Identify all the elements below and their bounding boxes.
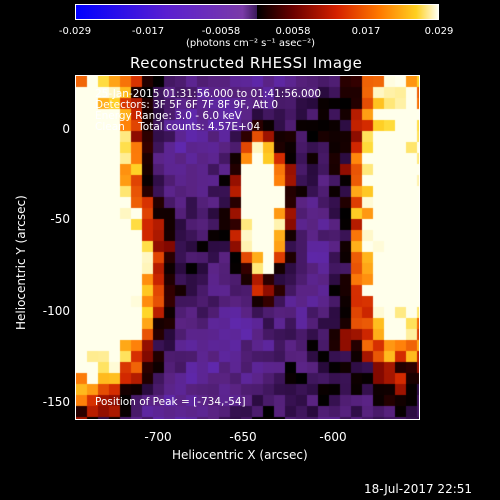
x-axis-label: Heliocentric X (arcsec) <box>172 448 308 462</box>
colorbar-tick: 0.0058 <box>275 26 311 37</box>
annotation-time-range: 25-Jan-2015 01:31:56.000 to 01:41:56.000 <box>95 88 322 100</box>
colorbar-tick: 0.029 <box>424 26 454 37</box>
colorbar-tick: -0.029 <box>58 26 92 37</box>
annotation-method: Clean Total counts: 4.57E+04 <box>95 121 261 133</box>
x-tick: -700 <box>144 430 172 444</box>
rhessi-image <box>75 75 420 420</box>
x-tick: -600 <box>319 430 347 444</box>
annotation-peak: Position of Peak = [-734,-54] <box>95 396 246 408</box>
timestamp: 18-Jul-2017 22:51 <box>364 482 473 496</box>
colorbar-tick: -0.0058 <box>201 26 241 37</box>
y-tick: -100 <box>42 304 70 318</box>
flux-map <box>76 76 419 419</box>
colorbar-tick: -0.017 <box>131 26 165 37</box>
colorbar-units: (photons cm⁻² s⁻¹ asec⁻²) <box>186 38 316 49</box>
y-tick: -50 <box>50 212 70 226</box>
annotation-energy: Energy Range: 3.0 - 6.0 keV <box>95 110 242 122</box>
y-axis-label: Heliocentric Y (arcsec) <box>14 195 28 330</box>
annotation-detectors: Detectors: 3F 5F 6F 7F 8F 9F, Att 0 <box>95 99 279 111</box>
x-tick: -650 <box>229 430 257 444</box>
image-title: Reconstructed RHESSI Image <box>130 54 363 72</box>
y-tick: 0 <box>62 122 70 136</box>
colorbar <box>75 4 439 20</box>
colorbar-tick: 0.017 <box>351 26 381 37</box>
y-tick: -150 <box>42 395 70 409</box>
